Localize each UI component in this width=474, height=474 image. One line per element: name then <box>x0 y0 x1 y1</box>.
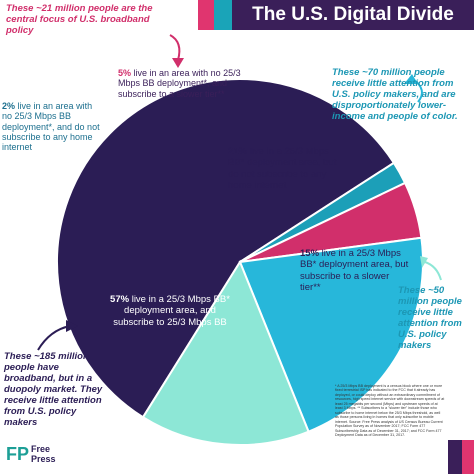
slice-label-2: 2% live in an area with no 25/3 Mbps BB … <box>2 101 100 153</box>
arrow-head-right <box>420 256 428 268</box>
arrow-top-left <box>169 34 181 61</box>
banner-stripe-pink <box>198 0 214 30</box>
arrow-right <box>424 261 442 281</box>
slice-pct-21: 21% <box>228 146 248 157</box>
slice-desc-2: live in an area with no 25/3 Mbps BB dep… <box>2 101 100 153</box>
slice-label-21: 21% live in a 25/3 Mbps BB* deployment a… <box>228 146 340 192</box>
slice-desc-21: live in a 25/3 Mbps BB* deployment area,… <box>228 146 337 192</box>
slice-desc-15: live in a 25/3 Mbps BB* deployment area,… <box>300 248 409 294</box>
footnote: * A 25/3 Mbps BB deployment is a census … <box>335 384 445 438</box>
arrow-head-top-left <box>172 58 184 68</box>
pie-slice-15 <box>141 259 310 446</box>
logo-text: Free Press <box>31 444 56 465</box>
free-press-logo: FP Free Press <box>6 442 86 468</box>
callout-top-left: These ~21 million people are the central… <box>6 3 153 36</box>
callout-top-right: These ~70 million people receive little … <box>332 67 458 122</box>
arrow-left <box>37 325 71 351</box>
arrow-head-top-right <box>404 74 418 84</box>
banner-stripe-teal <box>214 0 232 30</box>
slice-pct-57: 57% <box>110 294 130 305</box>
slice-label-15: 15% live in a 25/3 Mbps BB* deployment a… <box>300 248 410 294</box>
arrow-head-left <box>66 320 78 332</box>
slice-desc-5: live in an area with no 25/3 Mbps BB dep… <box>118 68 241 99</box>
callout-right: These ~50 million people receive little … <box>398 285 462 351</box>
corner-bar-pink <box>462 440 474 474</box>
slice-pct-5: 5% <box>118 68 132 78</box>
page-title: The U.S. Digital Divide <box>232 0 474 30</box>
callout-left: These ~185 million people have broadband… <box>4 351 103 428</box>
slice-pct-2: 2% <box>2 101 16 111</box>
pie-slice-57 <box>56 78 396 419</box>
logo-line1: Free <box>31 444 51 454</box>
logo-mark: FP <box>6 444 30 464</box>
title-banner: The U.S. Digital Divide <box>198 0 474 30</box>
slice-desc-57: live in a 25/3 Mbps BB* deployment area,… <box>113 294 230 328</box>
logo-line2: Press <box>31 453 56 464</box>
slice-label-5: 5% live in an area with no 25/3 Mbps BB … <box>118 68 260 99</box>
slice-pct-15: 15% <box>300 248 320 259</box>
slice-label-57: 57% live in a 25/3 Mbps BB* deployment a… <box>110 294 230 328</box>
